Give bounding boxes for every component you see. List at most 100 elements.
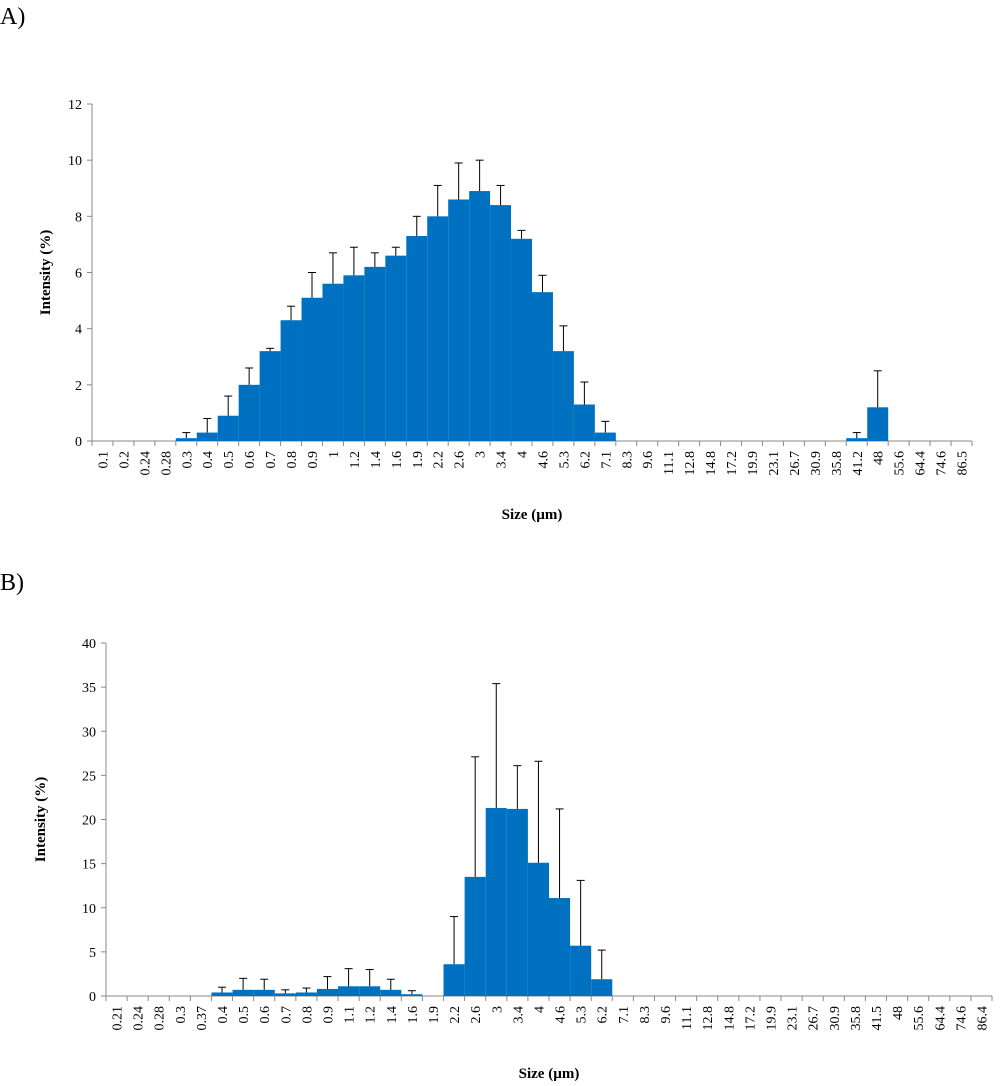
chart-a-bar bbox=[490, 205, 512, 441]
chart-b-bar bbox=[527, 862, 549, 996]
chart-b-bar bbox=[295, 992, 317, 996]
chart-b-x-tick-label: 86.4 bbox=[975, 1006, 990, 1031]
chart-a-x-tick-label: 64.4 bbox=[914, 451, 929, 476]
chart-a-x-tick-label: 7.1 bbox=[599, 451, 614, 469]
chart-b-y-tick-label: 20 bbox=[82, 814, 96, 829]
chart-b-x-tick-label: 0.37 bbox=[195, 1006, 210, 1031]
chart-b-y-tick-label: 5 bbox=[89, 946, 96, 961]
chart-a-x-tick-label: 0.28 bbox=[159, 451, 174, 476]
chart-a-x-tick-label: 0.8 bbox=[285, 451, 300, 469]
chart-a-bar bbox=[175, 438, 197, 441]
chart-a-bar bbox=[364, 266, 386, 441]
chart-b-x-tick-label: 0.24 bbox=[132, 1006, 147, 1031]
chart-b-x-tick-label: 0.4 bbox=[216, 1006, 231, 1024]
chart-a-y-title: Intensity (%) bbox=[38, 230, 54, 315]
chart-a-x-title: Size (µm) bbox=[502, 507, 563, 523]
chart-b-x-tick-label: 3.4 bbox=[511, 1006, 526, 1024]
chart-a-bar bbox=[532, 292, 553, 441]
chart-a-bar bbox=[280, 320, 302, 441]
chart-a-x-tick-label: 41.2 bbox=[851, 451, 866, 476]
chart-b-x-tick-label: 0.7 bbox=[279, 1006, 294, 1024]
chart-b-x-tick-label: 8.3 bbox=[638, 1006, 653, 1024]
chart-a-x-tick-label: 11.1 bbox=[662, 451, 677, 475]
chart-b-y-title: Intensity (%) bbox=[33, 777, 49, 862]
chart-b-x-tick-label: 3 bbox=[490, 1006, 505, 1013]
chart-a-bar bbox=[259, 351, 281, 441]
chart-b-x-tick-label: 0.9 bbox=[322, 1006, 337, 1024]
chart-a-x-tick-label: 9.6 bbox=[641, 451, 656, 469]
chart-a-x-tick-label: 0.2 bbox=[117, 451, 132, 469]
chart-a-x-tick-label: 5.3 bbox=[557, 451, 572, 469]
chart-a-bar bbox=[343, 275, 365, 441]
chart-b-x-tick-label: 41.5 bbox=[870, 1006, 885, 1031]
chart-b-x-tick-label: 23.1 bbox=[786, 1006, 801, 1031]
chart-a-bar bbox=[552, 351, 574, 441]
chart-a-bar bbox=[469, 191, 491, 441]
chart-b-bar bbox=[338, 986, 360, 996]
chart-b-bar bbox=[464, 876, 486, 996]
chart-b-x-tick-label: 0.3 bbox=[174, 1006, 189, 1024]
chart-a-x-tick-label: 0.5 bbox=[222, 451, 237, 469]
chart-b-bar bbox=[485, 808, 507, 996]
chart-b-x-tick-label: 1.9 bbox=[427, 1006, 442, 1024]
chart-a-x-tick-label: 3.4 bbox=[495, 451, 510, 469]
chart-a-bar bbox=[217, 415, 239, 441]
chart-b-x-tick-label: 11.1 bbox=[680, 1006, 695, 1030]
chart-a-x-tick-label: 55.6 bbox=[893, 451, 908, 476]
chart-a-x-tick-label: 8.3 bbox=[620, 451, 635, 469]
chart-a-bar bbox=[427, 216, 449, 441]
chart-a-x-tick-label: 30.9 bbox=[809, 451, 824, 476]
chart-b-x-tick-label: 6.2 bbox=[596, 1006, 611, 1024]
chart-b-bar bbox=[591, 979, 613, 996]
chart-b-x-tick-label: 19.9 bbox=[765, 1006, 780, 1031]
chart-a-x-tick-label: 0.24 bbox=[138, 451, 153, 476]
chart-a-x-tick-label: 4 bbox=[516, 451, 531, 458]
chart-a-x-tick-label: 17.2 bbox=[725, 451, 740, 476]
chart-b-x-tick-label: 64.4 bbox=[933, 1006, 948, 1031]
chart-a-x-tick-label: 1 bbox=[327, 451, 342, 458]
chart-b-x-tick-label: 2.2 bbox=[448, 1006, 463, 1024]
chart-a-bar bbox=[846, 438, 868, 441]
chart-a-y-tick-label: 12 bbox=[68, 98, 82, 113]
chart-b-x-tick-label: 1.4 bbox=[385, 1006, 400, 1024]
chart-b-x-tick-label: 7.1 bbox=[617, 1006, 632, 1024]
chart-b-x-tick-label: 5.3 bbox=[575, 1006, 590, 1024]
chart-a-x-tick-label: 0.1 bbox=[96, 451, 111, 469]
chart-b-bar bbox=[380, 989, 402, 996]
chart-a-x-tick-label: 23.1 bbox=[767, 451, 782, 476]
chart-b-x-tick-label: 55.6 bbox=[912, 1006, 927, 1031]
chart-b-bar bbox=[401, 994, 423, 996]
chart-a-x-tick-label: 48 bbox=[872, 451, 887, 465]
chart-a-x-tick-label: 1.9 bbox=[411, 451, 426, 469]
chart-a-x-tick-label: 2.2 bbox=[432, 451, 447, 469]
chart-a-x-tick-label: 1.2 bbox=[348, 451, 363, 469]
chart-a-x-tick-label: 74.6 bbox=[935, 451, 950, 476]
chart-a-bar bbox=[406, 235, 428, 441]
chart-b-x-tick-label: 9.6 bbox=[659, 1006, 674, 1024]
chart-b-bar bbox=[506, 808, 528, 996]
chart-a-x-tick-label: 4.6 bbox=[536, 451, 551, 469]
chart-b-y-tick-label: 40 bbox=[82, 637, 96, 652]
panel-label-b: B) bbox=[0, 570, 24, 596]
chart-b-bar bbox=[549, 898, 571, 996]
chart-b-y-tick-label: 35 bbox=[82, 681, 96, 696]
chart-a-bar bbox=[385, 255, 407, 441]
chart-a-x-tick-label: 26.7 bbox=[788, 451, 803, 476]
chart-b-x-tick-label: 0.6 bbox=[258, 1006, 273, 1024]
chart-b-y-tick-label: 25 bbox=[82, 769, 96, 784]
chart-b-x-tick-label: 1.1 bbox=[343, 1006, 358, 1024]
chart-b-bar bbox=[253, 989, 275, 996]
chart-b-x-tick-label: 17.2 bbox=[743, 1006, 758, 1031]
chart-b-x-tick-label: 1.6 bbox=[406, 1006, 421, 1024]
chart-b-bar bbox=[232, 989, 254, 996]
chart-a-x-tick-label: 2.6 bbox=[453, 451, 468, 469]
chart-b-x-tick-label: 0.5 bbox=[237, 1006, 252, 1024]
chart-a-x-tick-label: 14.8 bbox=[704, 451, 719, 476]
chart-b-x-tick-label: 4 bbox=[532, 1006, 547, 1013]
chart-a-y-tick-label: 6 bbox=[75, 267, 82, 282]
chart-a-x-tick-label: 0.9 bbox=[306, 451, 321, 469]
chart-b-x-tick-label: 14.8 bbox=[722, 1006, 737, 1031]
chart-a-x-tick-label: 1.6 bbox=[390, 451, 405, 469]
chart-a-x-tick-label: 0.3 bbox=[180, 451, 195, 469]
chart-a-x-tick-label: 35.8 bbox=[830, 451, 845, 476]
